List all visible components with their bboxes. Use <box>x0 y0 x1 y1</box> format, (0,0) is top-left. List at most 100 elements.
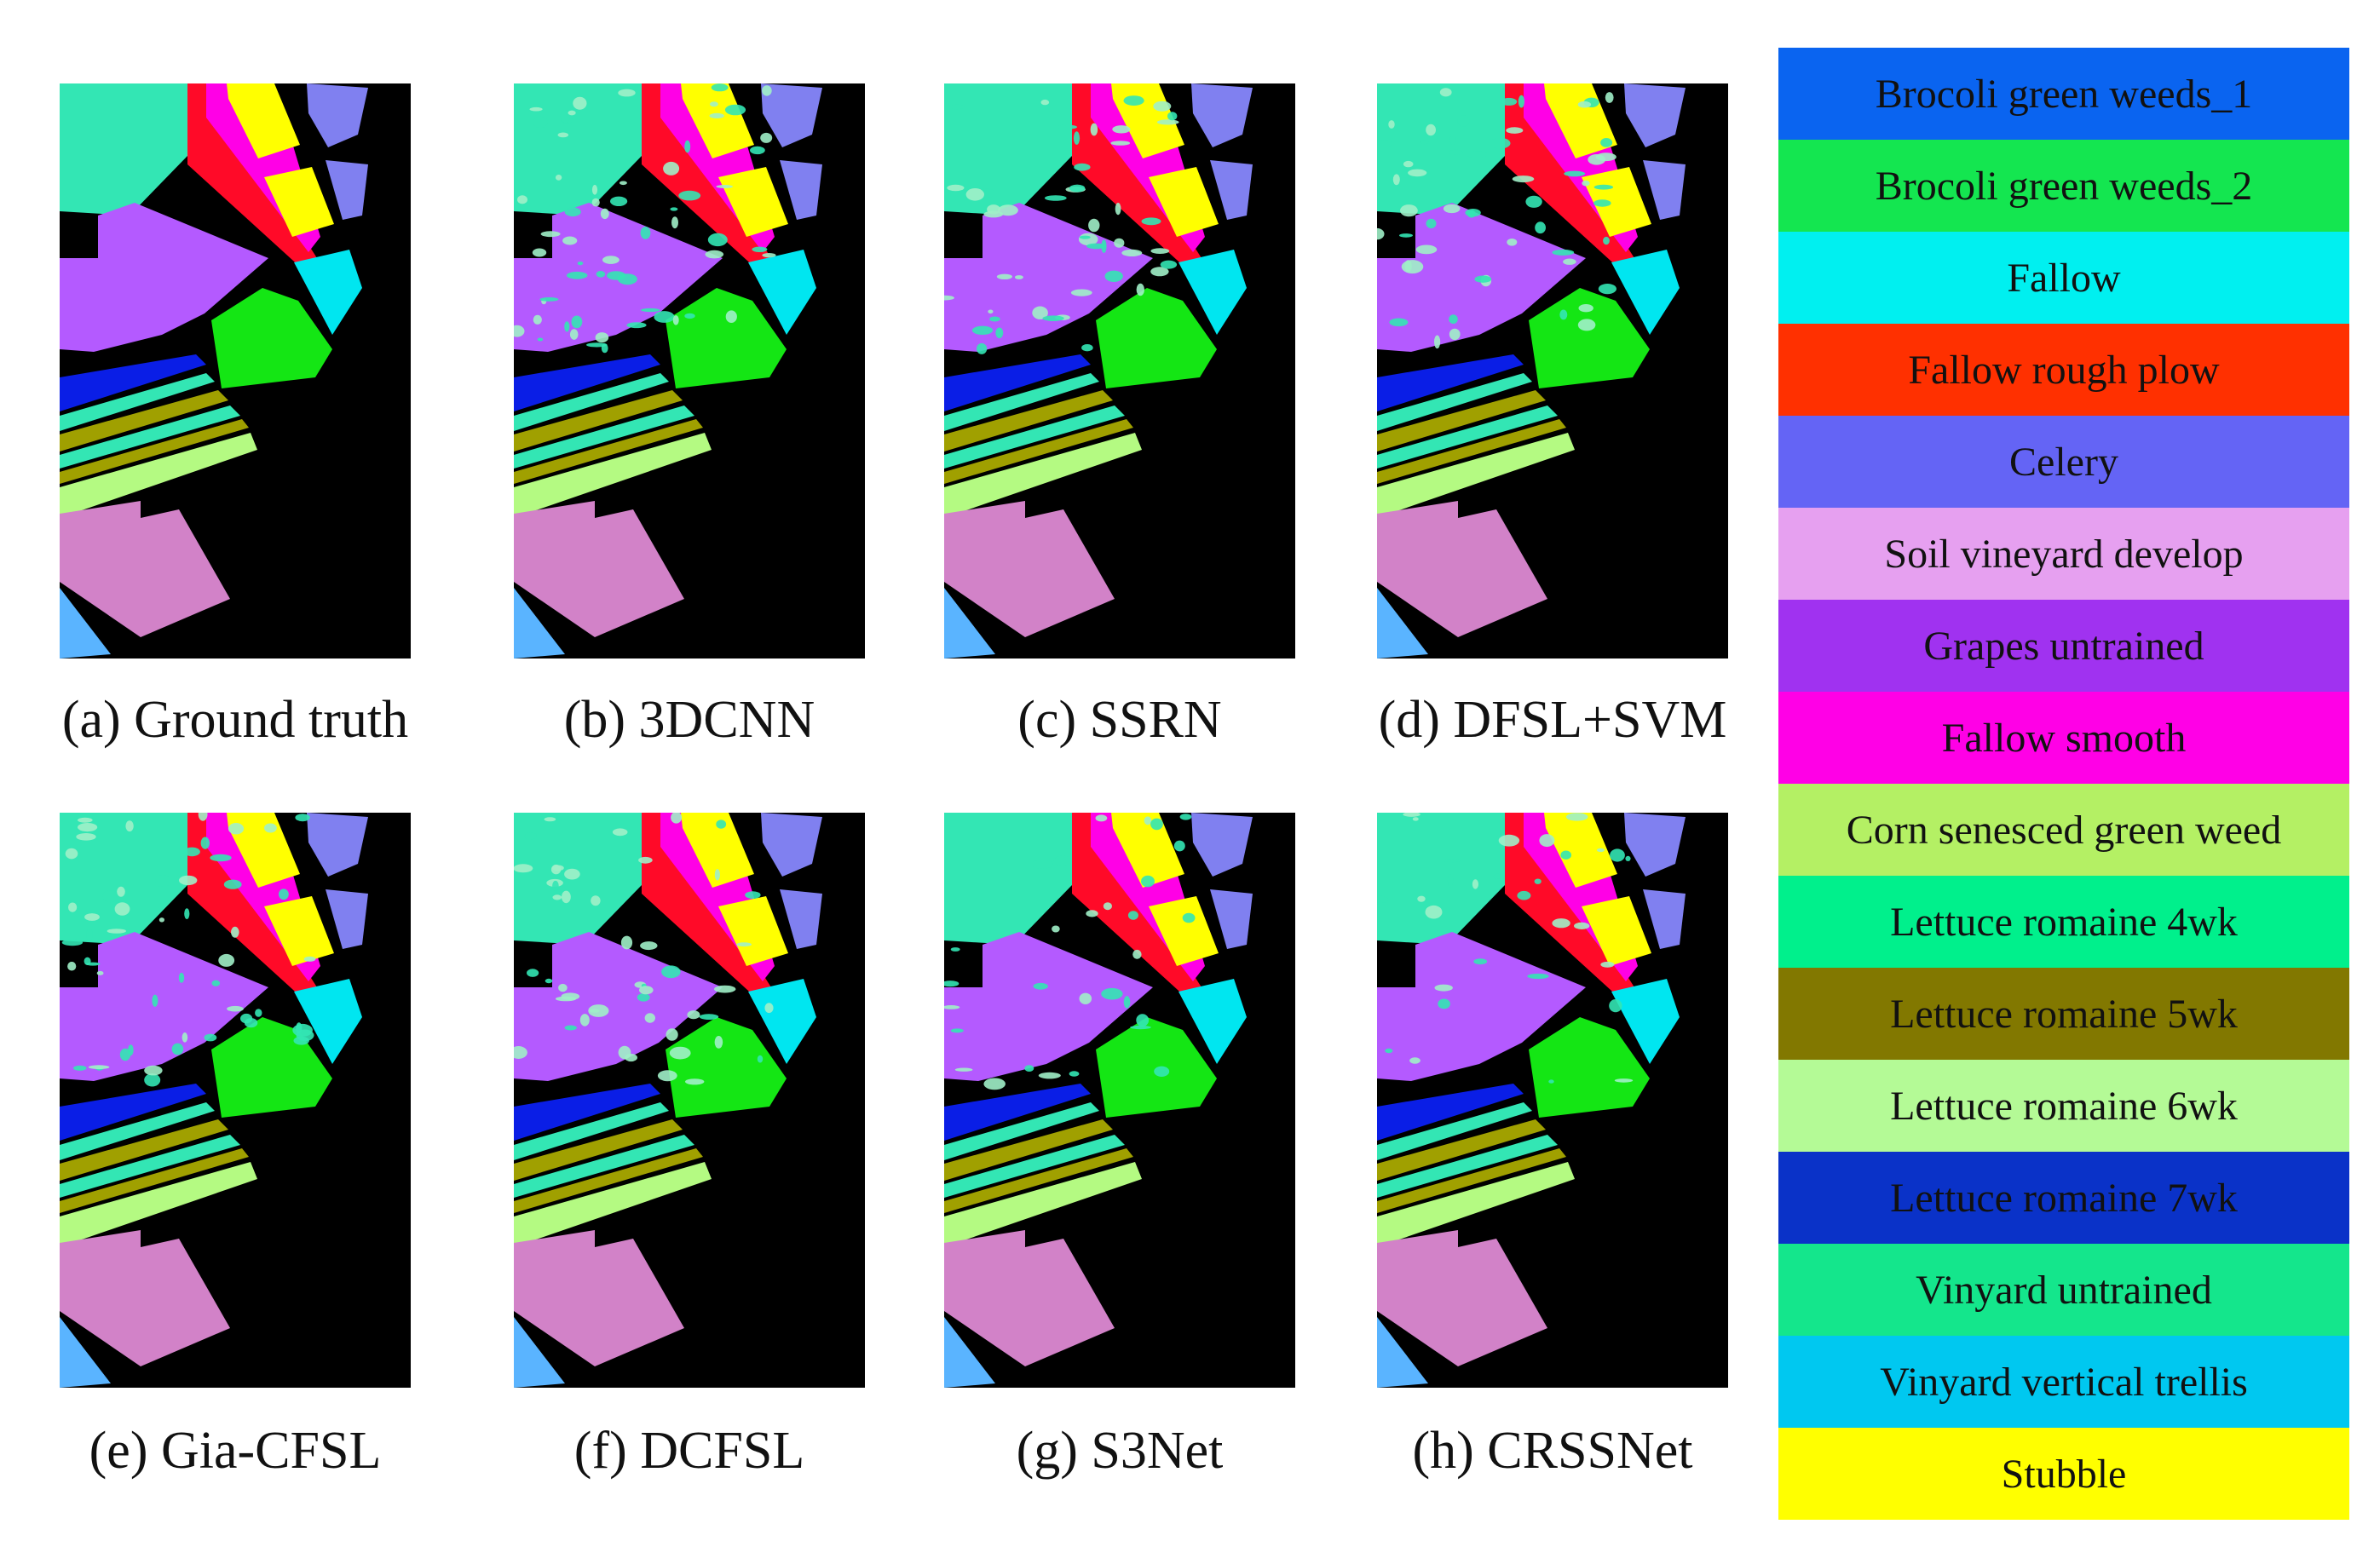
lettuce-5wk-strip-2 <box>60 419 249 484</box>
lettuce-7wk-strip <box>1377 354 1524 411</box>
soil-vineyard-field <box>944 1230 1115 1366</box>
misclassified-patch <box>617 273 637 285</box>
lettuce-5wk-strip-1 <box>944 1119 1113 1181</box>
misclassified-patch <box>1392 174 1400 186</box>
lettuce-5wk-strip-1 <box>60 390 228 451</box>
misclassified-patch <box>1154 1066 1170 1077</box>
misclassified-patch <box>1110 141 1131 146</box>
misclassified-patch <box>514 864 533 873</box>
misclassified-patch <box>944 981 959 987</box>
soil-vineyard-field <box>1377 501 1547 637</box>
misclassified-patch <box>996 273 1012 279</box>
misclassified-patch <box>529 106 543 112</box>
misclassified-patch <box>303 956 316 962</box>
misclassified-patch <box>596 271 606 278</box>
misclassified-patch <box>1517 890 1531 900</box>
celery-field-upper <box>1624 83 1686 147</box>
vinyard-trellis-field <box>1377 588 1428 658</box>
misclassified-patch <box>995 327 1004 339</box>
vinyard-untrained-strip-1 <box>944 373 1099 431</box>
broccoli-2-field <box>666 288 787 388</box>
lettuce-6wk-strip <box>1377 1162 1575 1247</box>
misclassified-patch <box>1490 137 1511 149</box>
lettuce-7wk-strip <box>944 1084 1091 1141</box>
misclassified-patch <box>983 1078 1006 1090</box>
misclassified-patch <box>1408 169 1427 177</box>
misclassified-patch <box>264 823 277 833</box>
lettuce-4wk-field <box>60 83 187 216</box>
misclassified-patch <box>107 929 126 934</box>
classification-map-6 <box>514 813 865 1388</box>
legend-item: Brocoli green weeds_2 <box>1778 140 2349 232</box>
misclassified-patch <box>666 1028 678 1041</box>
misclassified-patch <box>1403 160 1414 168</box>
map-canvas <box>60 83 411 658</box>
lettuce-7wk-strip <box>944 354 1091 411</box>
misclassified-patch <box>1552 249 1575 256</box>
fallow-field <box>294 979 362 1064</box>
misclassified-patch <box>76 833 96 841</box>
stubble-field-upper <box>227 813 300 888</box>
misclassified-patch <box>1150 267 1169 277</box>
misclassified-patch <box>1144 816 1152 825</box>
misclassified-patch <box>1457 115 1470 127</box>
misclassified-patch <box>524 832 537 840</box>
misclassified-patch <box>569 329 579 340</box>
lettuce-5wk-strip-2 <box>60 1148 249 1213</box>
misclassified-patch <box>1559 309 1568 320</box>
misclassified-patch <box>255 1009 262 1017</box>
misclassified-patch <box>663 161 680 175</box>
misclassified-patch <box>1577 101 1592 108</box>
misclassified-patch <box>699 1014 719 1020</box>
misclassified-patch <box>78 817 93 823</box>
stubble-field-lower <box>718 896 788 966</box>
misclassified-patch <box>1399 233 1413 238</box>
misclassified-patch <box>1377 227 1385 240</box>
misclassified-patch <box>1052 925 1060 933</box>
misclassified-patch <box>1426 124 1436 136</box>
lettuce-7wk-strip <box>1377 1084 1524 1141</box>
vinyard-trellis-field <box>944 1317 995 1388</box>
misclassified-patch <box>552 865 564 871</box>
misclassified-patch <box>1493 873 1503 879</box>
misclassified-patch <box>1123 996 1131 1009</box>
soil-vineyard-field <box>514 501 684 637</box>
lettuce-4wk-field <box>514 813 642 945</box>
misclassified-patch <box>240 1013 253 1024</box>
misclassified-patch <box>710 101 718 107</box>
legend-item: Brocoli green weeds_1 <box>1778 48 2349 140</box>
misclassified-patch <box>1525 195 1542 208</box>
misclassified-patch <box>626 322 647 329</box>
misclassified-patch <box>564 1025 577 1031</box>
stubble-field-lower <box>1582 167 1651 237</box>
misclassified-patch <box>527 969 539 977</box>
classification-map-8 <box>1377 813 1728 1388</box>
legend-item: Stubble <box>1778 1428 2349 1520</box>
broccoli-2-field <box>211 288 332 388</box>
celery-field-lower <box>1643 889 1686 949</box>
misclassified-patch <box>714 869 720 881</box>
misclassified-patch <box>539 297 559 302</box>
classification-map-7 <box>944 813 1295 1388</box>
misclassified-patch <box>1449 135 1456 145</box>
misclassified-patch <box>639 986 654 995</box>
misclassified-patch <box>612 828 628 837</box>
misclassified-patch <box>568 110 576 116</box>
vinyard-trellis-field <box>1377 1317 1428 1388</box>
legend-item: Celery <box>1778 416 2349 508</box>
soil-vineyard-field <box>1377 1230 1547 1366</box>
lettuce-4wk-field <box>1377 83 1505 216</box>
misclassified-patch <box>1610 848 1625 862</box>
misclassified-patch <box>1409 1057 1421 1064</box>
misclassified-patch <box>560 110 570 123</box>
misclassified-patch <box>1179 814 1192 820</box>
misclassified-patch <box>564 868 580 880</box>
misclassified-patch <box>184 908 190 919</box>
misclassified-patch <box>86 928 93 941</box>
misclassified-patch <box>218 953 235 967</box>
misclassified-patch <box>1564 170 1586 177</box>
stubble-field-lower <box>1149 167 1219 237</box>
misclassified-patch <box>1600 961 1615 968</box>
misclassified-patch <box>1182 912 1196 923</box>
lettuce-7wk-strip <box>514 354 660 411</box>
